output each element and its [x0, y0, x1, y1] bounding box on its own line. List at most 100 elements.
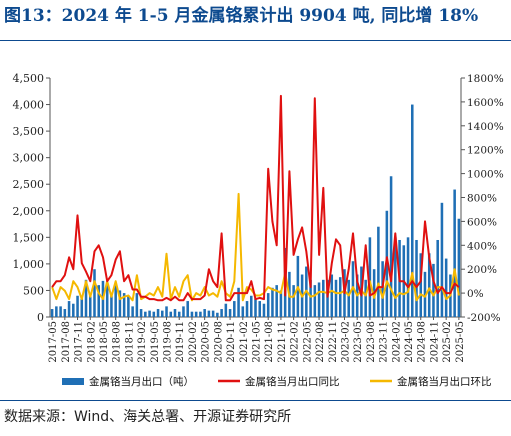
x-tick-label: 2022-05	[302, 321, 313, 363]
x-tick-label: 2017-11	[74, 321, 85, 363]
x-tick-label: 2024-05	[404, 321, 415, 363]
x-tick-label: 2022-08	[315, 321, 326, 363]
bar-2021-04	[249, 295, 253, 317]
bar-2017-06	[55, 306, 58, 317]
bar-2022-07	[313, 285, 317, 317]
bar-2017-10	[72, 303, 75, 317]
left-tick-label: 1,000	[13, 258, 45, 271]
bar-2023-03	[347, 279, 350, 317]
bar-2019-12	[182, 306, 185, 317]
legend-swatch-bar	[62, 378, 84, 385]
bar-2020-11	[228, 309, 232, 317]
bar-2018-04	[97, 285, 100, 317]
x-tick-label: 2021-08	[264, 321, 275, 363]
bar-2022-09	[322, 279, 325, 317]
bar-2019-04	[148, 310, 151, 317]
x-tick-label: 2022-02	[290, 321, 301, 363]
bar-2021-09	[271, 287, 274, 317]
x-tick-label: 2020-05	[201, 321, 212, 363]
bar-2020-05	[203, 309, 206, 317]
bar-2022-02	[292, 285, 295, 317]
left-tick-label: 3,500	[13, 125, 45, 138]
mom-line	[51, 192, 460, 302]
bar-2021-01	[237, 287, 240, 317]
x-tick-label: 2021-02	[239, 321, 250, 363]
right-tick-label: 800%	[467, 193, 497, 205]
right-tick-label: 1600%	[467, 97, 504, 109]
tick-labels: 0 500 1,000 1,500 2,000 2,500 3,000 3,500 4,000 4…	[13, 72, 504, 363]
x-tick-label: 2022-11	[328, 321, 339, 363]
bar-2017-05	[50, 309, 54, 317]
x-tick-label: 2020-08	[213, 321, 224, 363]
bar-2019-10	[173, 309, 177, 317]
left-tick-label: 2,500	[13, 178, 45, 191]
bar-2020-04	[199, 311, 202, 317]
x-tick-label: 2023-05	[353, 321, 364, 363]
bar-2021-07	[262, 303, 266, 317]
bar-2019-07	[161, 310, 164, 317]
bar-2017-09	[67, 301, 71, 317]
x-tick-label: 2017-08	[61, 321, 72, 363]
bar-2021-02	[241, 306, 245, 317]
bar-2018-08	[114, 285, 117, 317]
bar-series	[50, 104, 461, 317]
axes	[46, 77, 465, 320]
line-series	[51, 94, 460, 302]
bar-2021-08	[266, 293, 270, 317]
bar-2019-01	[135, 293, 139, 317]
right-tick-label: 600%	[467, 216, 497, 228]
x-tick-label: 2020-11	[226, 321, 237, 363]
right-tick-label: 0%	[467, 288, 484, 300]
x-tick-label: 2024-11	[429, 321, 440, 363]
bar-2022-11	[330, 274, 334, 317]
x-tick-label: 2023-11	[379, 321, 390, 363]
bar-2022-12	[334, 279, 338, 317]
bar-2024-07	[415, 239, 418, 317]
legend-label: 金属铬当月出口（吨）	[89, 375, 194, 388]
bar-2017-12	[80, 298, 84, 317]
bar-2017-08	[63, 309, 67, 317]
source-note: 数据来源：Wind、海关总署、开源证券研究所	[4, 409, 292, 425]
bar-2020-09	[220, 309, 223, 317]
bar-2020-12	[233, 301, 236, 317]
bar-2020-01	[186, 301, 189, 317]
bar-2018-11	[127, 295, 130, 317]
x-tick-label: 2024-08	[417, 321, 428, 363]
left-tick-label: 1,500	[13, 231, 45, 244]
bar-2018-03	[93, 269, 96, 317]
right-tick-label: 400%	[467, 240, 497, 252]
x-tick-label: 2021-05	[252, 321, 263, 363]
yoy-line	[51, 94, 460, 302]
legend-label: 金属铬当月出口环比	[397, 375, 492, 388]
left-tick-label: 3,000	[13, 152, 45, 165]
bar-2022-10	[326, 279, 329, 317]
bar-2025-04	[453, 189, 456, 317]
left-tick-label: 4,500	[13, 72, 45, 85]
bar-2021-03	[245, 301, 249, 317]
bar-2019-05	[152, 311, 156, 317]
bar-2017-11	[76, 295, 79, 317]
bar-2018-09	[118, 290, 122, 317]
bar-2023-11	[381, 261, 384, 317]
x-tick-label: 2017-05	[48, 321, 59, 363]
bar-2024-10	[427, 253, 431, 317]
x-tick-label: 2023-08	[366, 321, 377, 363]
bar-2018-02	[88, 293, 92, 317]
bar-2019-06	[156, 309, 160, 317]
bar-2020-08	[216, 312, 219, 317]
x-tick-label: 2019-02	[137, 321, 148, 363]
bar-2022-08	[317, 282, 321, 317]
x-tick-label: 2019-05	[150, 321, 161, 363]
x-tick-label: 2018-05	[99, 321, 110, 363]
bar-2020-03	[194, 311, 198, 317]
bar-2024-02	[394, 237, 397, 317]
bar-2018-07	[110, 295, 113, 317]
bar-2025-02	[444, 258, 448, 317]
bar-2018-01	[84, 279, 88, 317]
bar-2019-09	[169, 311, 173, 317]
x-tick-label: 2023-02	[340, 321, 351, 363]
right-tick-label: 1400%	[467, 121, 504, 133]
right-tick-label: 1200%	[467, 145, 504, 157]
chart-area: 0 500 1,000 1,500 2,000 2,500 3,000 3,500 4,000 4…	[13, 72, 504, 388]
x-tick-label: 2018-02	[86, 321, 97, 363]
